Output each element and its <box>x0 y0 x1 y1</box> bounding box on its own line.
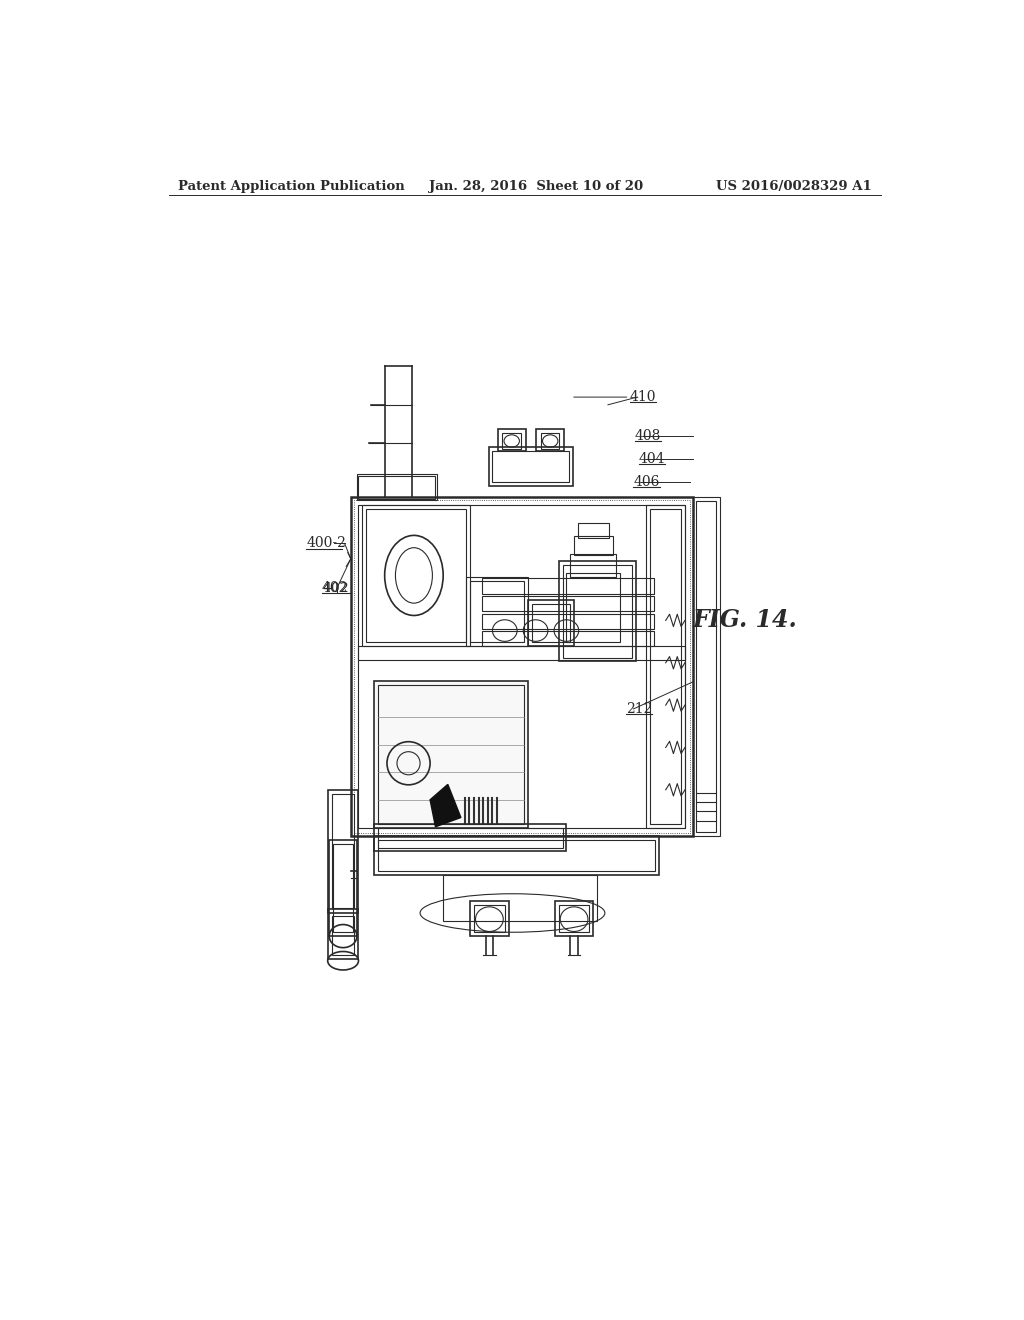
Bar <box>358 475 435 499</box>
Bar <box>374 825 566 851</box>
Bar <box>470 581 524 642</box>
Bar <box>578 523 608 539</box>
Bar <box>531 603 570 642</box>
Text: 212: 212 <box>626 702 652 715</box>
Bar <box>333 843 353 932</box>
Text: FIG. 14.: FIG. 14. <box>692 609 798 632</box>
Bar <box>470 902 509 936</box>
Bar <box>574 536 612 556</box>
Bar <box>488 447 573 486</box>
Text: US 2016/0028329 A1: US 2016/0028329 A1 <box>716 180 871 193</box>
Text: 410: 410 <box>630 391 656 404</box>
Bar <box>498 429 525 451</box>
Bar <box>646 506 685 829</box>
Bar <box>378 829 562 849</box>
Bar <box>378 685 524 825</box>
Bar <box>503 433 521 449</box>
Bar <box>559 906 590 932</box>
Text: 406: 406 <box>634 475 659 488</box>
Bar <box>358 645 685 660</box>
Bar <box>474 906 505 932</box>
Polygon shape <box>430 784 461 826</box>
Bar <box>562 565 632 657</box>
Bar <box>333 916 354 954</box>
Bar <box>481 614 654 630</box>
Bar <box>493 451 569 482</box>
Bar <box>357 474 437 500</box>
Bar <box>692 498 720 836</box>
Bar <box>481 578 654 594</box>
Bar <box>695 502 716 832</box>
Bar <box>358 506 685 829</box>
Bar <box>466 577 528 645</box>
Bar <box>351 498 692 836</box>
Text: 404: 404 <box>639 451 666 466</box>
Bar <box>374 836 658 875</box>
Bar <box>374 681 528 829</box>
Bar <box>650 508 681 825</box>
Bar <box>570 553 616 577</box>
Bar <box>555 902 593 936</box>
Bar <box>367 508 466 642</box>
Bar <box>443 875 597 921</box>
Bar <box>541 433 559 449</box>
Text: 400-2: 400-2 <box>306 536 346 550</box>
Bar <box>566 573 621 642</box>
Text: 402: 402 <box>322 581 348 595</box>
Bar <box>362 506 470 645</box>
Bar <box>328 789 358 913</box>
Text: Patent Application Publication: Patent Application Publication <box>178 180 406 193</box>
Bar <box>537 429 564 451</box>
Bar <box>528 599 574 645</box>
Bar <box>354 500 689 833</box>
Bar <box>559 561 636 661</box>
Bar <box>330 840 357 936</box>
Bar <box>378 840 655 871</box>
Bar <box>481 631 654 645</box>
Bar <box>328 909 358 960</box>
Text: 408: 408 <box>635 429 662 442</box>
Text: Jan. 28, 2016  Sheet 10 of 20: Jan. 28, 2016 Sheet 10 of 20 <box>429 180 643 193</box>
Bar <box>333 795 354 908</box>
Text: $\mathregular{\mathsf{402}}$: $\mathregular{\mathsf{402}}$ <box>322 581 348 595</box>
Bar <box>481 595 654 611</box>
